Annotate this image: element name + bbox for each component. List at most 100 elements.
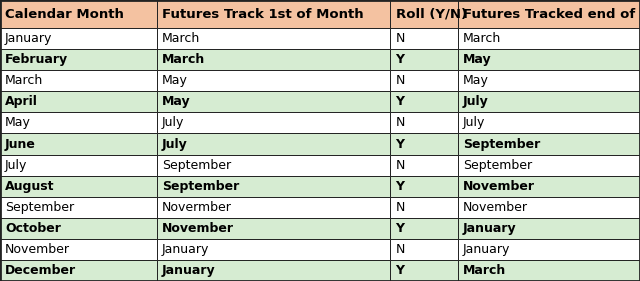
Bar	[390, 176, 458, 197]
Text: N: N	[396, 243, 405, 256]
Text: July: July	[463, 116, 485, 130]
Bar	[0, 197, 157, 218]
Bar	[0, 176, 157, 197]
Bar	[390, 260, 458, 281]
Bar	[458, 197, 640, 218]
Text: Futures Track 1st of Month: Futures Track 1st of Month	[162, 8, 364, 21]
Bar	[458, 112, 640, 133]
Text: N: N	[396, 32, 405, 45]
Text: May: May	[5, 116, 31, 130]
Bar	[390, 155, 458, 176]
Text: November: November	[162, 222, 234, 235]
Bar	[0, 112, 157, 133]
Text: January: January	[162, 243, 209, 256]
Text: Y: Y	[396, 53, 404, 66]
Text: April: April	[5, 95, 38, 108]
Bar	[390, 28, 458, 49]
Text: N: N	[396, 74, 405, 87]
Bar	[0, 260, 157, 281]
Text: Y: Y	[396, 137, 404, 151]
Bar	[458, 260, 640, 281]
Bar	[157, 176, 390, 197]
Bar	[390, 133, 458, 155]
Bar	[157, 155, 390, 176]
Bar	[157, 0, 390, 28]
Text: July: July	[463, 95, 488, 108]
Text: Y: Y	[396, 264, 404, 277]
Bar	[390, 197, 458, 218]
Text: July: July	[5, 158, 28, 172]
Bar	[458, 70, 640, 91]
Bar	[157, 70, 390, 91]
Text: January: January	[162, 264, 216, 277]
Bar	[390, 70, 458, 91]
Bar	[458, 0, 640, 28]
Text: February: February	[5, 53, 68, 66]
Bar	[458, 218, 640, 239]
Text: Y: Y	[396, 95, 404, 108]
Bar	[458, 176, 640, 197]
Bar	[157, 49, 390, 70]
Text: Novermber: Novermber	[162, 201, 232, 214]
Bar	[390, 218, 458, 239]
Text: N: N	[396, 158, 405, 172]
Text: October: October	[5, 222, 61, 235]
Bar	[458, 49, 640, 70]
Text: July: July	[162, 137, 188, 151]
Text: August: August	[5, 180, 54, 193]
Text: March: March	[162, 53, 205, 66]
Text: March: March	[5, 74, 44, 87]
Bar	[157, 218, 390, 239]
Text: September: September	[5, 201, 74, 214]
Text: January: January	[463, 243, 510, 256]
Bar	[157, 112, 390, 133]
Text: September: September	[162, 180, 239, 193]
Bar	[458, 28, 640, 49]
Text: Roll (Y/N): Roll (Y/N)	[396, 8, 467, 21]
Bar	[390, 239, 458, 260]
Bar	[0, 91, 157, 112]
Text: November: November	[463, 180, 535, 193]
Bar	[157, 260, 390, 281]
Bar	[0, 155, 157, 176]
Bar	[157, 133, 390, 155]
Text: November: November	[463, 201, 528, 214]
Text: May: May	[162, 95, 191, 108]
Text: May: May	[162, 74, 188, 87]
Text: June: June	[5, 137, 36, 151]
Text: N: N	[396, 201, 405, 214]
Bar	[0, 239, 157, 260]
Text: March: March	[463, 32, 501, 45]
Bar	[0, 133, 157, 155]
Bar	[0, 49, 157, 70]
Text: September: September	[162, 158, 231, 172]
Text: Futures Tracked end of Month: Futures Tracked end of Month	[463, 8, 640, 21]
Bar	[0, 28, 157, 49]
Text: May: May	[463, 74, 488, 87]
Bar	[458, 155, 640, 176]
Bar	[458, 239, 640, 260]
Bar	[0, 70, 157, 91]
Text: September: September	[463, 137, 540, 151]
Bar	[390, 49, 458, 70]
Bar	[157, 28, 390, 49]
Text: January: January	[5, 32, 52, 45]
Text: Calendar Month: Calendar Month	[5, 8, 124, 21]
Text: November: November	[5, 243, 70, 256]
Bar	[0, 0, 157, 28]
Bar	[458, 133, 640, 155]
Text: N: N	[396, 116, 405, 130]
Bar	[458, 91, 640, 112]
Text: March: March	[463, 264, 506, 277]
Text: September: September	[463, 158, 532, 172]
Bar	[390, 0, 458, 28]
Text: December: December	[5, 264, 76, 277]
Bar	[157, 239, 390, 260]
Bar	[157, 197, 390, 218]
Text: July: July	[162, 116, 184, 130]
Bar	[0, 218, 157, 239]
Text: Y: Y	[396, 180, 404, 193]
Bar	[157, 91, 390, 112]
Bar	[390, 112, 458, 133]
Text: March: March	[162, 32, 200, 45]
